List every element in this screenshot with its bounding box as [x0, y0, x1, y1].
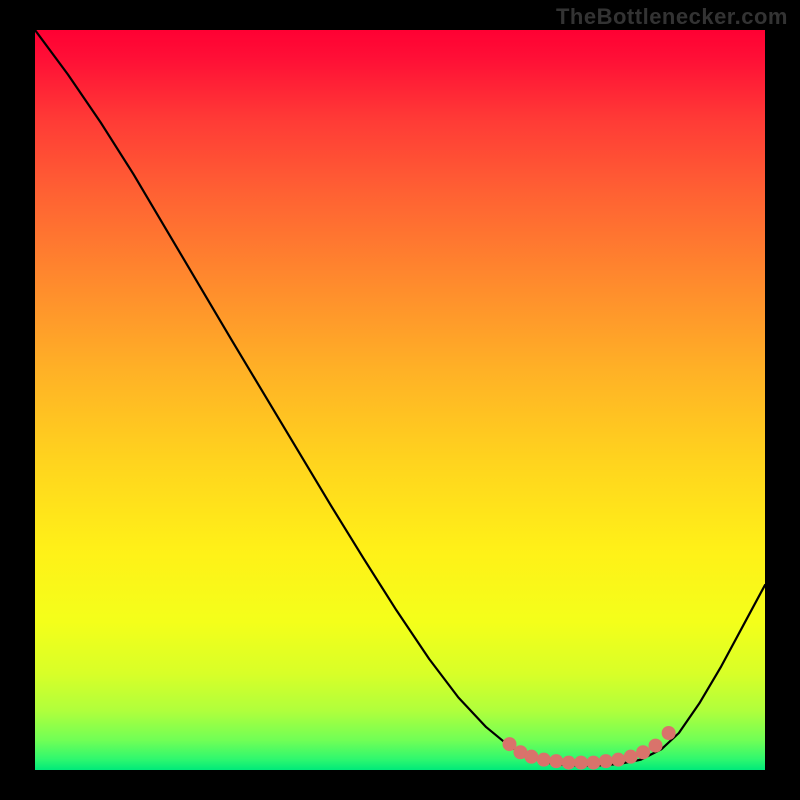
watermark-text: TheBottlenecker.com: [556, 4, 788, 30]
optimal-zone-marker: [637, 746, 650, 759]
optimal-zone-marker: [562, 756, 575, 769]
plot-area: [35, 30, 765, 770]
optimal-zone-marker: [662, 727, 675, 740]
optimal-zone-marker: [575, 756, 588, 769]
plot-svg: [35, 30, 765, 770]
optimal-zone-marker: [624, 750, 637, 763]
optimal-zone-marker: [525, 750, 538, 763]
chart-container: TheBottlenecker.com: [0, 0, 800, 800]
gradient-background: [35, 30, 765, 770]
optimal-zone-marker: [503, 738, 516, 751]
optimal-zone-marker: [550, 755, 563, 768]
optimal-zone-marker: [612, 753, 625, 766]
optimal-zone-marker: [537, 753, 550, 766]
optimal-zone-marker: [599, 755, 612, 768]
optimal-zone-marker: [649, 739, 662, 752]
optimal-zone-marker: [587, 756, 600, 769]
